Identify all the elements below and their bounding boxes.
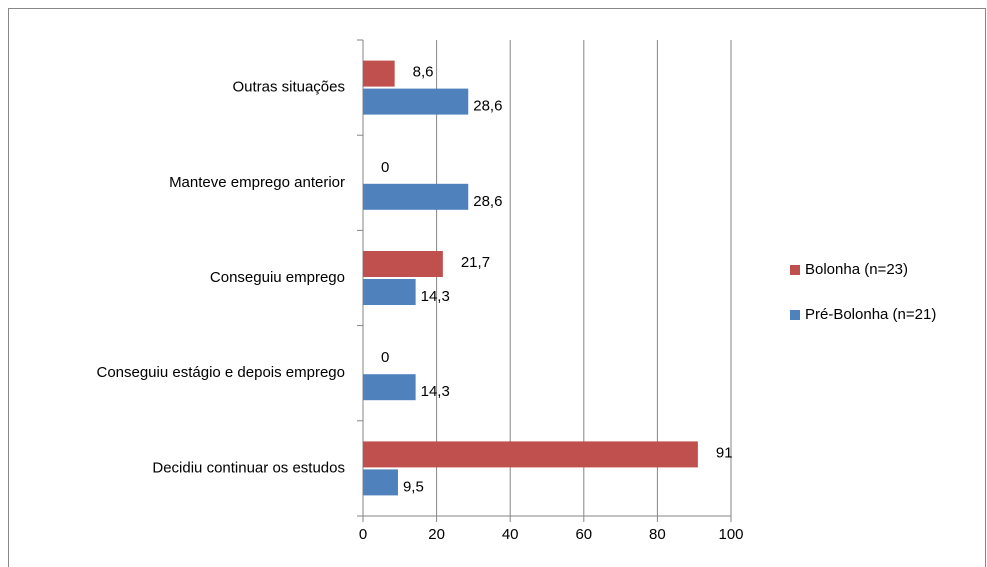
y-tick-label: Conseguiu emprego — [210, 269, 345, 286]
y-tick-label: Conseguiu estágio e depois emprego — [96, 364, 345, 381]
legend-label: Bolonha (n=23) — [805, 261, 908, 278]
data-label: 0 — [381, 159, 389, 176]
legend-swatch — [790, 265, 800, 275]
bar — [363, 279, 416, 305]
bar — [363, 88, 469, 115]
data-label: 14,3 — [421, 383, 450, 400]
bar — [363, 60, 395, 87]
x-tick-label: 20 — [428, 526, 445, 543]
bar — [363, 441, 698, 468]
bar — [363, 374, 416, 401]
y-tick-label: Outras situações — [232, 79, 345, 96]
data-label: 8,6 — [413, 64, 434, 81]
y-tick-label: Manteve emprego anterior — [169, 174, 345, 191]
data-label: 28,6 — [473, 193, 502, 210]
x-tick-label: 60 — [575, 526, 592, 543]
data-label: 9,5 — [403, 478, 424, 495]
legend-label: Pré-Bolonha (n=21) — [805, 306, 936, 323]
x-tick-label: 40 — [502, 526, 519, 543]
bar — [363, 183, 469, 210]
x-tick-label: 100 — [718, 526, 743, 543]
chart-frame — [8, 8, 986, 567]
legend-swatch — [790, 310, 800, 320]
x-tick-label: 0 — [359, 526, 367, 543]
data-label: 21,7 — [461, 254, 490, 271]
data-label: 91 — [716, 444, 733, 461]
y-tick-label: Decidiu continuar os estudos — [152, 459, 345, 476]
x-tick-label: 80 — [649, 526, 666, 543]
data-label: 14,3 — [421, 288, 450, 305]
data-label: 28,6 — [473, 98, 502, 115]
data-label: 0 — [381, 349, 389, 366]
bar — [363, 469, 398, 496]
bar — [363, 251, 443, 277]
